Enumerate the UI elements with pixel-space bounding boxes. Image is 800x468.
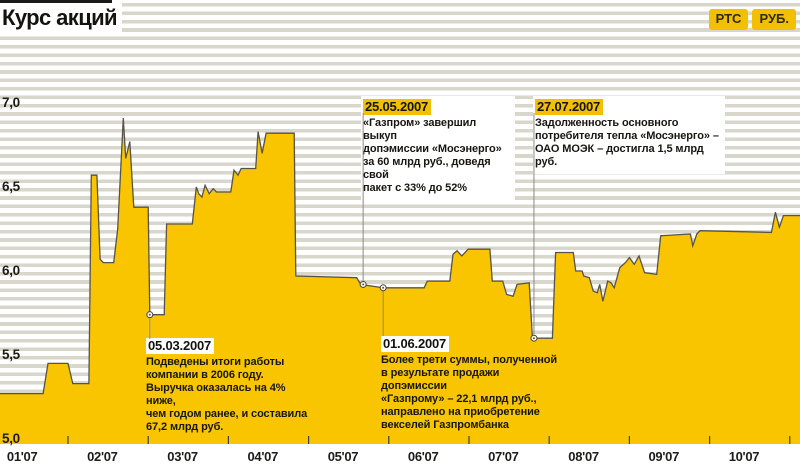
annotation-27-07-2007: 27.07.2007 Задолженность основного потре… xyxy=(533,96,725,174)
unit-badges: РТС РУБ. xyxy=(708,9,796,30)
annotation-text: «Газпром» завершил выкуп допэмиссии «Мос… xyxy=(363,117,502,194)
annotation-text: Задолженность основного потребителя тепл… xyxy=(535,117,719,168)
annotation-date: 05.03.2007 xyxy=(146,338,215,354)
annotation-25-05-2007: 25.05.2007 «Газпром» завершил выкуп допэ… xyxy=(361,96,515,200)
area-series-fill xyxy=(0,118,800,444)
annotation-01-06-2007: 01.06.2007 Более трети суммы, полученной… xyxy=(381,335,561,432)
x-axis-ticks xyxy=(67,436,791,444)
exchange-badge-rts: РТС xyxy=(708,9,749,30)
page-title: Курс акций xyxy=(0,3,122,34)
annotation-date: 01.06.2007 xyxy=(381,336,450,352)
annotation-text: Более трети суммы, полученной в результа… xyxy=(381,354,558,431)
annotation-date: 25.05.2007 xyxy=(363,99,432,115)
title-top-rule xyxy=(0,0,112,3)
annotation-date: 27.07.2007 xyxy=(535,99,604,115)
area-series-edge xyxy=(0,118,800,395)
annotation-text: Подведены итоги работы компании в 2006 г… xyxy=(146,356,308,433)
annotation-05-03-2007: 05.03.2007 Подведены итоги работы компан… xyxy=(146,337,316,434)
currency-badge-rub: РУБ. xyxy=(752,9,796,30)
